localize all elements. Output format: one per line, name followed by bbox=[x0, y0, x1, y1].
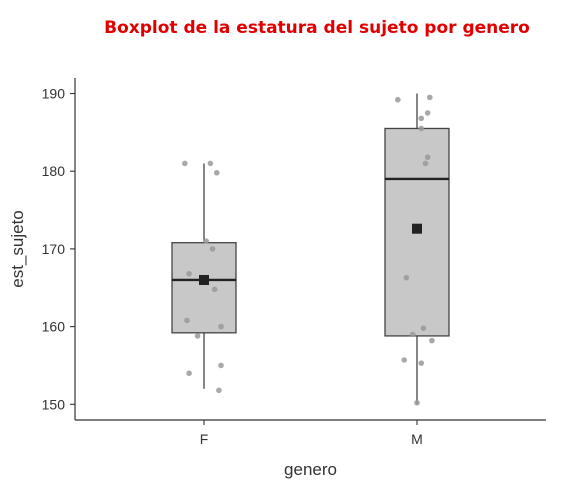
data-point bbox=[424, 154, 431, 161]
y-tick-label: 190 bbox=[42, 86, 66, 102]
data-point bbox=[414, 399, 420, 406]
data-point bbox=[207, 160, 214, 167]
data-point bbox=[182, 160, 188, 167]
data-point bbox=[211, 286, 218, 293]
x-tick-label: M bbox=[411, 431, 423, 447]
data-point bbox=[395, 96, 401, 103]
data-point bbox=[409, 331, 416, 338]
data-point bbox=[194, 333, 201, 339]
y-axis-ticks: 150 160 170 180 190 bbox=[42, 86, 75, 412]
x-tick-label: F bbox=[200, 431, 209, 447]
data-point bbox=[418, 125, 425, 132]
data-point bbox=[216, 387, 222, 394]
y-tick-label: 170 bbox=[42, 241, 66, 257]
data-point bbox=[218, 362, 224, 369]
data-point bbox=[418, 115, 425, 122]
data-point bbox=[418, 360, 425, 366]
data-point bbox=[424, 110, 431, 116]
data-point bbox=[429, 337, 435, 344]
y-tick-label: 180 bbox=[42, 163, 66, 179]
data-point bbox=[203, 238, 209, 244]
data-point bbox=[186, 270, 192, 277]
data-point bbox=[213, 169, 220, 176]
y-axis-title: est_sujeto bbox=[8, 210, 27, 288]
data-point bbox=[186, 370, 192, 377]
x-axis-title: genero bbox=[284, 460, 337, 479]
data-point bbox=[401, 357, 408, 363]
data-point bbox=[426, 94, 433, 101]
data-point bbox=[420, 325, 427, 331]
y-tick-label: 150 bbox=[42, 396, 66, 412]
data-point bbox=[403, 274, 410, 281]
box bbox=[171, 242, 237, 334]
mean-marker bbox=[412, 223, 422, 234]
data-point bbox=[218, 323, 224, 330]
data-point bbox=[422, 160, 429, 167]
data-point bbox=[209, 246, 216, 252]
mean-marker bbox=[199, 274, 209, 285]
chart-title: Boxplot de la estatura del sujeto por ge… bbox=[104, 18, 530, 38]
chart-marks bbox=[171, 93, 450, 406]
data-point bbox=[184, 317, 190, 324]
y-tick-label: 160 bbox=[42, 319, 66, 335]
